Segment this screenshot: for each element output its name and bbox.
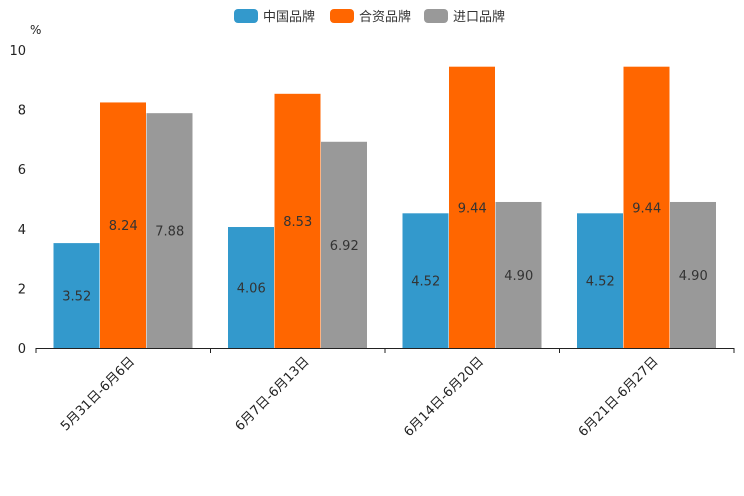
data-label-2-2: 4.90	[504, 269, 533, 284]
bar-0-2	[146, 113, 193, 349]
x-category-label: 6月21日-6月27日	[576, 354, 662, 440]
bar-1-0	[228, 227, 274, 348]
data-label-0-1: 8.24	[109, 219, 138, 234]
bar-3-1	[623, 66, 670, 349]
bar-2-1	[449, 66, 495, 349]
data-labels: 3.52 8.24 7.88 4.06 8.53 6.92 4.52 9.44 4.90 4.52…	[62, 201, 707, 304]
bar-0-1	[100, 102, 146, 348]
data-label-1-0: 4.06	[237, 282, 266, 297]
bar-0-0	[53, 243, 100, 348]
y-tick-label: 4	[18, 223, 26, 238]
legend-label-1: 合资品牌	[359, 9, 411, 25]
bars	[53, 66, 716, 349]
y-tick-label: 2	[18, 282, 26, 297]
bar-3-0	[577, 213, 623, 348]
legend-label-2: 进口品牌	[453, 9, 505, 25]
data-label-3-1: 9.44	[632, 201, 661, 216]
y-axis: 0 2 4 6 8 10	[9, 44, 26, 357]
data-label-3-0: 4.52	[586, 275, 615, 290]
data-label-1-1: 8.53	[283, 215, 312, 230]
y-tick-label: 10	[9, 44, 26, 59]
x-category-label: 6月14日-6月20日	[401, 354, 487, 440]
data-label-2-0: 4.52	[411, 275, 440, 290]
bar-2-0	[402, 213, 449, 348]
y-tick-label: 6	[18, 163, 26, 178]
y-tick-label: 8	[18, 104, 26, 119]
data-label-0-0: 3.52	[62, 290, 91, 305]
data-label-2-1: 9.44	[458, 201, 487, 216]
bar-1-1	[274, 93, 321, 348]
data-label-0-2: 7.88	[155, 225, 184, 240]
bar-3-2	[670, 201, 716, 348]
legend-swatch-2	[424, 9, 448, 23]
bar-1-2	[321, 141, 367, 348]
x-category-label: 5月31日-6月6日	[58, 354, 138, 434]
x-axis: 5月31日-6月6日 6月7日-6月13日 6月14日-6月20日 6月21日-6月2…	[35, 348, 735, 440]
bar-2-2	[495, 201, 542, 348]
y-axis-unit-label: %	[30, 23, 41, 37]
data-label-1-2: 6.92	[330, 239, 359, 254]
legend-label-0: 中国品牌	[263, 9, 315, 25]
legend-swatch-1	[330, 9, 354, 23]
data-label-3-2: 4.90	[679, 269, 708, 284]
y-tick-label: 0	[18, 342, 26, 357]
legend: 中国品牌 合资品牌 进口品牌	[234, 9, 505, 25]
x-category-label: 6月7日-6月13日	[233, 354, 313, 434]
legend-swatch-0	[234, 9, 258, 23]
